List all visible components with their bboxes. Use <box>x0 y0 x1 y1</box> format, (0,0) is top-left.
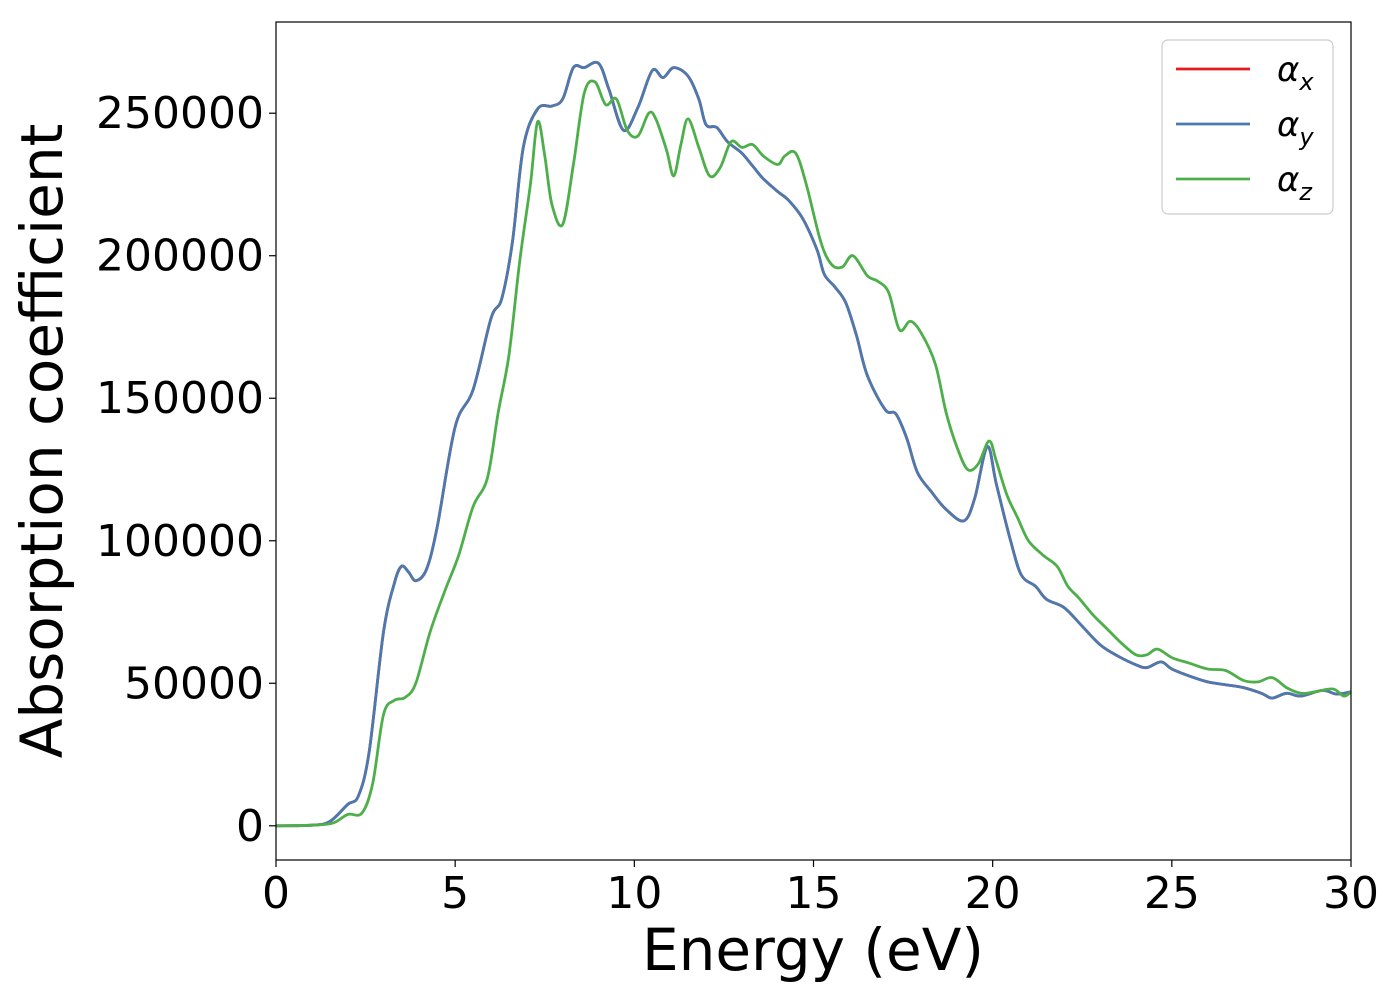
y-tick-label: 250000 <box>96 88 264 139</box>
x-tick-label: 0 <box>262 868 290 919</box>
y-tick-label: 50000 <box>124 658 264 709</box>
x-tick-label: 25 <box>1144 868 1200 919</box>
x-tick-label: 5 <box>441 868 469 919</box>
legend-label-x: αx <box>1277 50 1314 96</box>
x-tick-label: 30 <box>1323 868 1379 919</box>
series-line-z <box>276 79 1351 828</box>
y-axis-ticks: 0 50000 100000 150000 200000 250000 <box>96 88 276 852</box>
legend-label-z: αz <box>1277 160 1313 206</box>
legend-label-y: αy <box>1277 105 1314 151</box>
y-axis-title: Absorption coefficient <box>8 124 76 759</box>
legend-frame <box>1161 39 1334 215</box>
y-tick-label: 100000 <box>96 516 264 567</box>
x-tick-label: 20 <box>965 868 1021 919</box>
y-tick-label: 150000 <box>96 373 264 424</box>
x-tick-label: 15 <box>786 868 842 919</box>
x-axis-title: Energy (eV) <box>642 916 984 984</box>
y-tick-label: 0 <box>236 801 264 852</box>
x-tick-label: 10 <box>606 868 662 919</box>
legend: αx αy αz <box>1161 39 1334 215</box>
series-layer <box>276 60 1351 828</box>
y-tick-label: 200000 <box>96 231 264 282</box>
series-line-y <box>276 60 1351 828</box>
x-axis-ticks: 0 5 10 15 20 25 30 <box>262 860 1379 919</box>
